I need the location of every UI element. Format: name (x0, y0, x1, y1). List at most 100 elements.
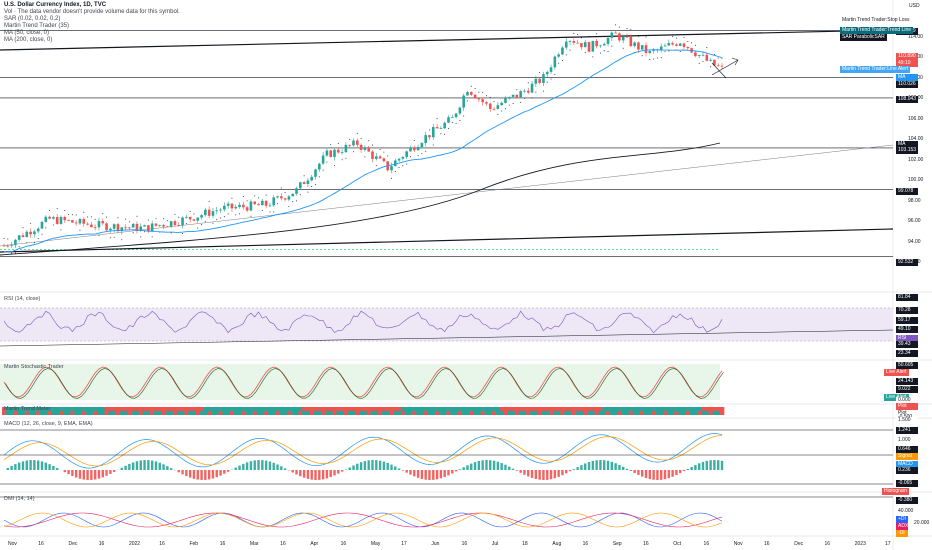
macd-histogram-bar (86, 470, 89, 480)
sar-dot (334, 165, 336, 167)
meter-cell (222, 407, 227, 411)
meter-cell (267, 407, 273, 411)
sar-dot (554, 74, 556, 76)
sar-dot (379, 149, 381, 151)
sar-dot (489, 97, 491, 99)
meter-cell (408, 407, 413, 411)
date-axis-label: 16 (643, 541, 649, 547)
rsi-pane-label[interactable]: RSI (14, close) (4, 296, 41, 302)
sar-dot (466, 100, 468, 102)
candle-body (280, 196, 283, 199)
legend-ma200[interactable]: MA (200, close, 0) (4, 37, 53, 43)
meter-cell (74, 411, 79, 415)
macd-histogram-bar (10, 465, 13, 470)
meter-cell (716, 407, 721, 411)
macd-histogram-bar (576, 467, 579, 470)
meter-cell (294, 411, 299, 415)
candle-body (276, 196, 279, 198)
sar-dot (18, 246, 20, 248)
meter-cell (457, 407, 463, 411)
meter-cell (275, 411, 280, 415)
macd-histogram-bar (215, 470, 218, 478)
macd-histogram-bar (135, 461, 139, 470)
meter-cell (587, 411, 592, 415)
macd-histogram-bar (48, 464, 51, 470)
meter-cell (465, 411, 470, 415)
macd-pane-label[interactable]: MACD (12, 26, close, 9, EMA, EMA) (4, 421, 93, 427)
candle-body (435, 127, 439, 129)
meter-cell (104, 407, 109, 411)
meter-cell (207, 407, 212, 411)
meter-cell (165, 407, 170, 411)
sar-dot (402, 165, 404, 167)
meter-cell (290, 411, 296, 415)
candle-body (25, 231, 29, 237)
meter-cell (473, 407, 478, 411)
meter-cell (568, 411, 573, 415)
sar-dot (288, 206, 290, 208)
sar-dot (113, 236, 115, 238)
meter-cell (340, 411, 345, 415)
macd-histogram-bar (485, 460, 488, 470)
candle-body (701, 54, 705, 56)
symbol-title[interactable]: U.S. Dollar Currency Index, 1D, TVC (4, 2, 107, 8)
dmi-pane-label[interactable]: DMI (14, 14) (4, 496, 35, 502)
date-axis-label: 16 (219, 541, 226, 547)
legend-ma50[interactable]: MA (50, close, 0) (4, 30, 50, 36)
macd-histogram-bar (124, 465, 127, 470)
sar-dot (390, 177, 392, 179)
sar-dot (296, 200, 298, 202)
sar-dot (121, 239, 123, 241)
meter-cell (537, 407, 542, 411)
candle-body (705, 54, 709, 61)
macd-histogram-bar (378, 460, 382, 470)
meter-cell (522, 407, 527, 411)
meter-cell (636, 407, 641, 411)
sar-dot (64, 209, 66, 211)
meter-cell (131, 407, 136, 411)
meter-cell (188, 411, 193, 415)
legend-trend-trader[interactable]: Martin Trend Trader (35) (4, 23, 70, 29)
legend-sar[interactable]: SAR (0.02, 0.02, 0.2) (4, 16, 61, 22)
sar-dot (409, 156, 411, 158)
meter-cell (66, 407, 71, 411)
macd-histogram-bar (211, 470, 215, 479)
meter-cell (169, 407, 174, 411)
meter-cell (598, 411, 603, 415)
meter-cell (697, 411, 702, 415)
meter-cell (419, 407, 425, 411)
meter-cell (317, 411, 322, 415)
candle-body (287, 196, 291, 200)
candle-body (105, 223, 108, 231)
candle-body (694, 52, 697, 57)
candle-body (211, 211, 215, 216)
sar-dot (117, 217, 119, 219)
macd-histogram-bar (496, 461, 500, 470)
meter-cell (131, 411, 136, 415)
meter-cell (5, 411, 11, 415)
meter-pane-label[interactable]: Martin Trend Meter (4, 406, 51, 412)
meter-cell (17, 411, 22, 415)
sar-dot (45, 227, 47, 229)
stoch-pane-label[interactable]: Martin Stochastic Trader (4, 364, 64, 370)
macd-histogram-bar (234, 467, 237, 470)
sar-dot (679, 51, 681, 53)
meter-cell (613, 407, 618, 411)
meter-cell (93, 411, 98, 415)
meter-cell (552, 411, 558, 415)
meter-cell (252, 411, 258, 415)
meter-cell (712, 407, 717, 411)
sar-dot (649, 58, 651, 60)
macd-histogram-bar (595, 460, 598, 470)
date-axis-label: 16 (703, 541, 710, 547)
meter-cell (682, 411, 687, 415)
price-tag: 108.043 (896, 96, 918, 103)
macd-histogram-bar (603, 460, 606, 470)
candle-body (272, 197, 276, 206)
meter-cell (298, 407, 303, 411)
macd-histogram-bar (154, 461, 158, 470)
meter-cell (2, 411, 7, 415)
meter-cell (678, 411, 683, 415)
meter-cell (20, 411, 26, 415)
